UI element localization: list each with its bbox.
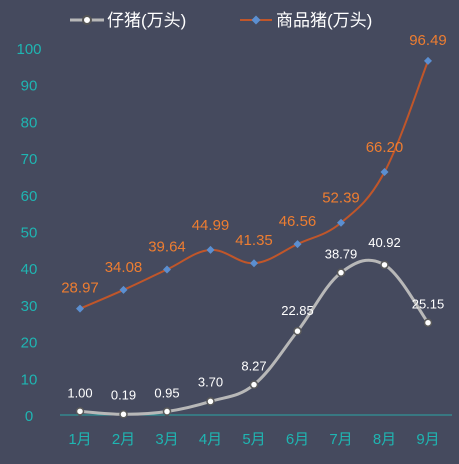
data-label-market-hogs: 96.49: [409, 32, 447, 49]
data-label-piglets: 1.00: [67, 385, 92, 400]
data-point-piglets: [75, 407, 85, 416]
data-label-piglets: 0.19: [111, 387, 136, 402]
data-label-market-hogs: 39.64: [148, 239, 186, 256]
y-tick-label: 0: [25, 408, 33, 425]
data-label-piglets: 22.85: [281, 303, 314, 318]
data-point-piglets: [162, 407, 172, 416]
data-label-market-hogs: 46.56: [279, 213, 317, 230]
data-point-piglets: [206, 397, 215, 406]
x-tick-label: 2月: [112, 431, 135, 448]
x-tick-label: 7月: [329, 431, 352, 448]
legend-marker-market-hogs: [251, 15, 261, 25]
data-point-piglets: [423, 318, 433, 327]
data-label-market-hogs: 52.39: [322, 190, 360, 207]
y-tick-label: 10: [21, 371, 38, 388]
data-point-piglets: [293, 326, 302, 336]
y-tick-label: 100: [16, 41, 41, 58]
data-point-market-hogs: [206, 245, 215, 254]
data-label-piglets: 0.95: [154, 386, 179, 401]
y-tick-label: 90: [21, 78, 38, 95]
data-point-market-hogs: [76, 304, 84, 313]
x-tick-label: 6月: [286, 431, 309, 448]
y-tick-label: 20: [21, 335, 38, 352]
x-tick-label: 9月: [416, 431, 439, 448]
data-point-piglets: [119, 410, 128, 419]
y-tick-label: 70: [21, 151, 38, 168]
y-tick-label: 60: [21, 188, 38, 205]
data-label-piglets: 38.79: [325, 247, 358, 262]
x-tick-label: 1月: [68, 431, 91, 448]
data-point-piglets: [380, 260, 389, 270]
y-tick-label: 40: [21, 261, 38, 278]
x-tick-label: 3月: [155, 431, 178, 448]
data-point-market-hogs: [163, 265, 171, 274]
data-point-market-hogs: [380, 168, 389, 177]
x-tick-label: 5月: [242, 431, 265, 448]
y-tick-label: 80: [21, 114, 38, 131]
x-tick-label: 4月: [199, 431, 222, 448]
data-label-market-hogs: 34.08: [105, 259, 143, 276]
y-tick-label: 50: [21, 225, 38, 242]
data-label-piglets: 3.70: [198, 374, 223, 389]
data-label-market-hogs: 28.97: [61, 280, 99, 297]
legend-label-market-hogs: 商品猪(万头): [276, 11, 372, 30]
data-label-market-hogs: 41.35: [235, 232, 273, 249]
data-point-market-hogs: [424, 56, 432, 65]
y-tick-label: 30: [21, 298, 38, 315]
x-tick-label: 8月: [373, 431, 396, 448]
data-point-market-hogs: [293, 240, 302, 249]
data-label-piglets: 8.27: [241, 359, 266, 374]
data-label-piglets: 25.15: [412, 297, 445, 312]
legend-marker-piglets: [82, 15, 92, 25]
legend-label-piglets: 仔猪(万头): [107, 11, 186, 30]
data-point-market-hogs: [119, 285, 128, 294]
data-point-market-hogs: [337, 218, 345, 227]
data-label-market-hogs: 66.20: [366, 139, 404, 156]
data-point-market-hogs: [250, 259, 258, 268]
data-label-market-hogs: 44.99: [192, 217, 230, 234]
data-point-piglets: [336, 268, 346, 277]
data-label-piglets: 40.92: [368, 235, 401, 250]
data-point-piglets: [249, 380, 259, 389]
